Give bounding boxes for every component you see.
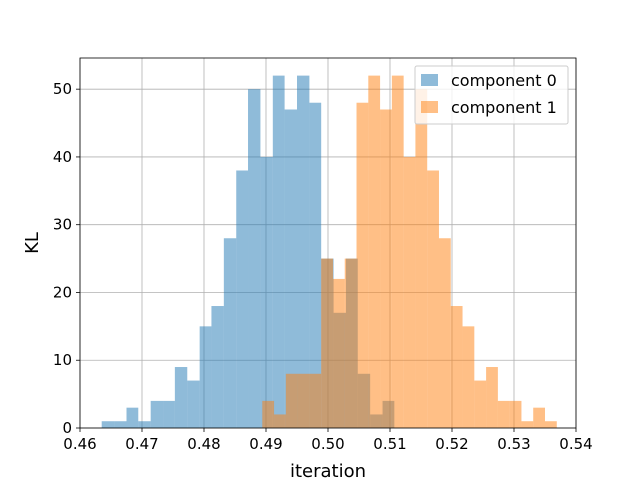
histogram-bar-component-0 bbox=[138, 421, 151, 428]
histogram-bar-component-1 bbox=[497, 400, 510, 428]
histogram-bar-component-1 bbox=[509, 400, 522, 428]
histogram-bar-component-1 bbox=[262, 400, 275, 428]
histogram-bar-component-1 bbox=[321, 258, 333, 428]
y-tick-label: 30 bbox=[53, 216, 72, 234]
histogram-bar-component-1 bbox=[368, 75, 381, 428]
legend-swatch-component-1 bbox=[421, 101, 438, 113]
legend-box bbox=[414, 65, 569, 125]
histogram-bar-component-1 bbox=[415, 89, 428, 429]
histogram-bar-component-1 bbox=[403, 156, 416, 428]
histogram-bar-component-0 bbox=[126, 407, 139, 428]
y-tick-label: 0 bbox=[62, 419, 72, 437]
histogram-bar-component-1 bbox=[462, 326, 475, 428]
histogram-bar-component-1 bbox=[521, 421, 534, 428]
legend-label-component-1: component 1 bbox=[451, 98, 557, 117]
y-tick-label: 40 bbox=[53, 148, 72, 166]
y-tick-label: 20 bbox=[53, 283, 72, 301]
histogram-bar-component-0 bbox=[150, 400, 164, 428]
histogram-bar-component-0 bbox=[199, 326, 212, 428]
histogram-bar-component-0 bbox=[114, 421, 127, 428]
histogram-bars bbox=[101, 75, 557, 429]
histogram-bar-component-0 bbox=[223, 238, 237, 428]
legend: component 0 component 1 bbox=[414, 65, 569, 125]
histogram-bar-component-1 bbox=[332, 278, 345, 428]
histogram-bar-component-1 bbox=[545, 421, 557, 428]
histogram-bar-component-0 bbox=[236, 170, 249, 428]
histogram-bar-component-0 bbox=[174, 367, 188, 428]
histogram-bar-component-0 bbox=[309, 102, 322, 428]
histogram-bar-component-1 bbox=[285, 373, 298, 428]
y-tick-label: 10 bbox=[53, 351, 72, 369]
x-tick-label: 0.50 bbox=[311, 435, 344, 453]
histogram-bar-component-0 bbox=[187, 380, 200, 428]
histogram-bar-component-1 bbox=[391, 75, 404, 428]
x-tick-label: 0.49 bbox=[249, 435, 282, 453]
histogram-bar-component-1 bbox=[356, 102, 369, 428]
histogram-bar-component-1 bbox=[438, 238, 451, 428]
histogram-bar-component-0 bbox=[260, 156, 273, 428]
x-tick-label: 0.52 bbox=[435, 435, 468, 453]
histogram-bar-component-1 bbox=[427, 170, 439, 428]
histogram-bar-component-0 bbox=[211, 306, 224, 428]
x-tick-label: 0.47 bbox=[125, 435, 158, 453]
y-tick-label: 50 bbox=[53, 80, 72, 98]
legend-label-component-0: component 0 bbox=[451, 71, 557, 90]
histogram-bar-component-0 bbox=[272, 75, 285, 428]
histogram-bar-component-0 bbox=[297, 75, 310, 428]
x-tick-label: 0.53 bbox=[497, 435, 530, 453]
histogram-bar-component-1 bbox=[380, 109, 392, 428]
histogram-bar-component-1 bbox=[450, 306, 463, 428]
histogram-bar-component-1 bbox=[274, 414, 286, 428]
histogram-bar-component-1 bbox=[533, 407, 545, 428]
histogram-bar-component-1 bbox=[344, 258, 357, 428]
x-tick-label: 0.51 bbox=[373, 435, 406, 453]
histogram-bar-component-1 bbox=[486, 367, 498, 428]
x-axis-label: iteration bbox=[290, 461, 366, 480]
histogram-bar-component-1 bbox=[309, 373, 322, 428]
legend-swatch-component-0 bbox=[421, 74, 438, 86]
histogram-bar-component-0 bbox=[284, 109, 297, 428]
axis-ticks: 0.46 0.47 0.48 0.49 0.50 0.51 0.52 0.53 0.54 0 10 2… bbox=[53, 80, 593, 453]
histogram-bar-component-0 bbox=[101, 421, 115, 428]
x-tick-label: 0.46 bbox=[63, 435, 96, 453]
histogram-bar-component-1 bbox=[297, 373, 310, 428]
histogram-bar-component-0 bbox=[248, 89, 261, 429]
histogram-bar-component-1 bbox=[474, 380, 487, 428]
x-tick-label: 0.48 bbox=[187, 435, 220, 453]
x-tick-label: 0.54 bbox=[559, 435, 592, 453]
y-axis-label: KL bbox=[22, 232, 43, 254]
histogram-bar-component-0 bbox=[163, 400, 175, 428]
